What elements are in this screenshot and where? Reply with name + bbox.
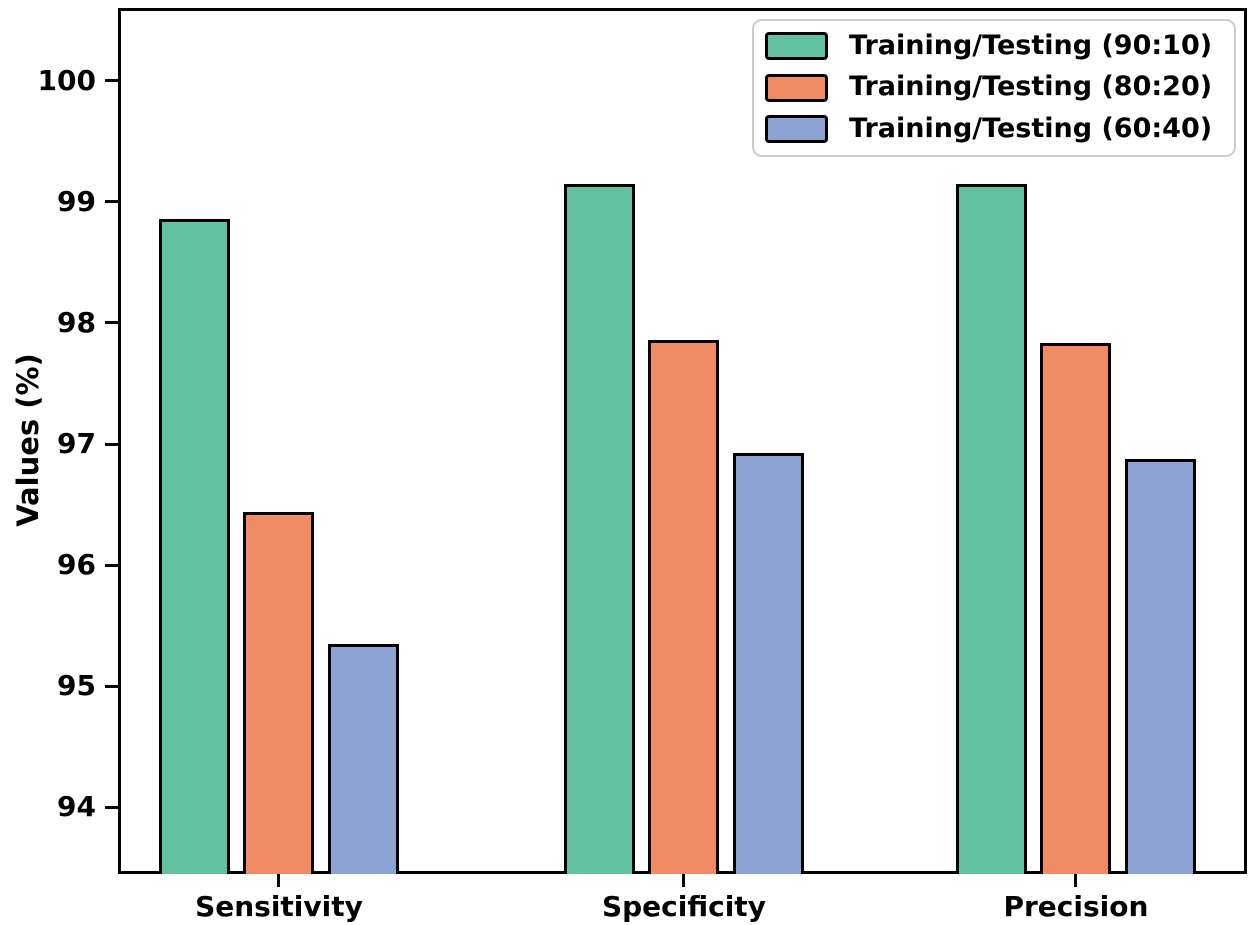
bar-specificity-series-3	[732, 452, 804, 874]
legend-label: Training/Testing (60:40)	[849, 112, 1213, 144]
x-tick-label-sensitivity: Sensitivity	[195, 890, 363, 923]
y-tick-label: 96	[57, 548, 96, 582]
y-tick-label: 97	[57, 427, 96, 461]
legend-swatch-icon	[765, 73, 828, 102]
bar-sensitivity-series-3	[327, 643, 399, 874]
x-tick-mark	[1074, 874, 1078, 887]
bar-precision-series-1	[955, 183, 1027, 874]
y-tick-mark	[105, 79, 118, 83]
y-tick-label: 94	[57, 790, 96, 824]
legend-label: Training/Testing (80:20)	[849, 71, 1213, 103]
bar-specificity-series-1	[563, 183, 635, 874]
legend-item-1: Training/Testing (90:10)	[765, 30, 1222, 62]
y-tick-mark	[105, 321, 118, 325]
y-tick-mark	[105, 805, 118, 809]
y-tick-label: 99	[57, 184, 96, 218]
legend-swatch-icon	[765, 32, 828, 61]
y-tick-label: 98	[57, 305, 96, 339]
x-tick-mark	[277, 874, 281, 887]
legend-label: Training/Testing (90:10)	[849, 30, 1213, 61]
bar-precision-series-3	[1124, 458, 1196, 874]
legend: Training/Testing (90:10) Training/Testing…	[752, 19, 1236, 158]
x-tick-label-specificity: Specificity	[601, 890, 766, 923]
bar-sensitivity-series-2	[243, 511, 315, 874]
legend-item-3: Training/Testing (60:40)	[765, 113, 1222, 145]
y-tick-label: 100	[37, 63, 96, 97]
legend-swatch-icon	[765, 114, 828, 143]
y-tick-mark	[105, 200, 118, 204]
y-tick-mark	[105, 684, 118, 688]
y-tick-label: 95	[57, 669, 96, 703]
legend-item-2: Training/Testing (80:20)	[765, 71, 1222, 103]
bar-sensitivity-series-1	[158, 218, 230, 874]
y-tick-mark	[105, 442, 118, 446]
bar-specificity-series-2	[648, 339, 720, 874]
bar-precision-series-2	[1040, 343, 1112, 874]
x-tick-label-precision: Precision	[1003, 890, 1149, 923]
x-tick-mark	[682, 874, 686, 887]
y-tick-mark	[105, 563, 118, 567]
